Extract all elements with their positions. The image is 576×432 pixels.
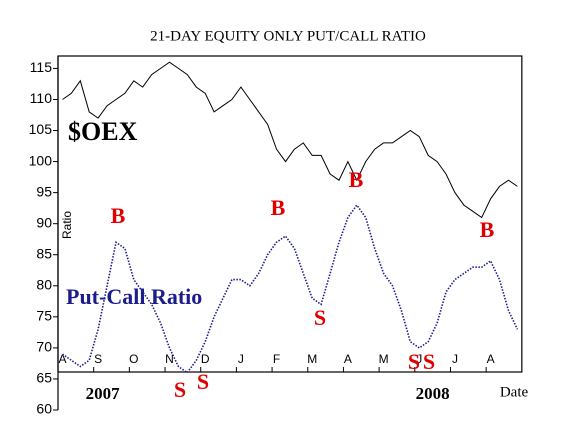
x-axis-label: Date — [500, 384, 529, 400]
y-tick-label: 105 — [29, 121, 53, 137]
y-tick-label: 60 — [36, 401, 52, 417]
plot-frame — [57, 55, 523, 373]
annotation: B — [271, 195, 286, 220]
year-label: 2007 — [86, 384, 121, 403]
chart-title: 21-DAY EQUITY ONLY PUT/CALL RATIO — [150, 28, 426, 44]
annotation: B — [480, 217, 495, 242]
x-tick-label: D — [201, 352, 210, 366]
annotation: B — [111, 203, 126, 228]
y-tick-label: 110 — [30, 90, 53, 106]
x-tick-label: F — [273, 352, 280, 366]
year-label: 2008 — [416, 384, 450, 403]
x-tick-label: J — [238, 352, 244, 366]
x-tick-label: A — [487, 352, 495, 366]
y-tick-label: 65 — [36, 370, 52, 386]
y-tick-label: 100 — [29, 152, 53, 168]
series-label: Put-Call Ratio — [66, 284, 202, 309]
y-tick-label: 95 — [36, 183, 52, 199]
series-label: $OEX — [68, 117, 138, 146]
annotation: S — [408, 349, 420, 374]
x-tick-label: N — [165, 352, 174, 366]
x-tick-label: J — [416, 352, 422, 366]
series-line — [62, 203, 519, 374]
y-tick-label: 90 — [36, 214, 52, 230]
y-tick-label: 80 — [36, 276, 52, 292]
annotation: S — [197, 369, 209, 394]
y-axis-label: Ratio — [60, 211, 74, 239]
x-tick-label: M — [379, 352, 389, 366]
x-tick-label: A — [344, 352, 352, 366]
x-tick-label: J — [452, 352, 458, 366]
annotation: B — [349, 167, 364, 192]
x-tick-label: M — [307, 352, 317, 366]
annotation: S — [314, 305, 326, 330]
x-tick-label: S — [94, 352, 102, 366]
x-tick-label: O — [129, 352, 138, 366]
series-line — [62, 61, 518, 219]
y-tick-label: 75 — [36, 308, 52, 324]
annotation: S — [174, 377, 186, 402]
y-tick-label: 70 — [36, 339, 52, 355]
y-tick-label: 85 — [36, 245, 52, 261]
x-tick-label: A — [58, 352, 66, 366]
annotation: S — [423, 349, 435, 374]
y-tick-label: 115 — [30, 59, 53, 75]
